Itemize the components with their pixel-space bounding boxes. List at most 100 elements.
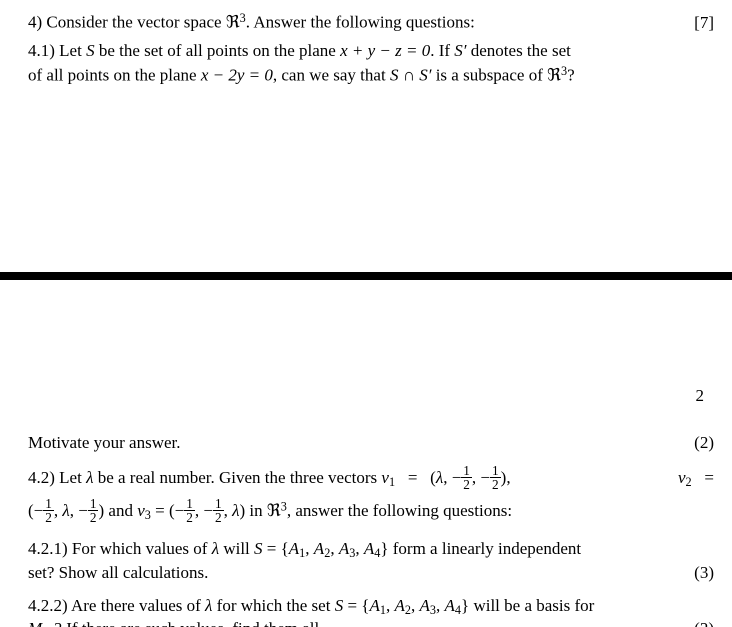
q422-A3: A <box>420 596 430 615</box>
q42-v1-n2: − <box>480 468 490 487</box>
q42-l1b: be a real number. Given the three vector… <box>93 468 381 487</box>
q421: 4.2.1) For which values of λ will S = {A… <box>28 538 714 585</box>
q42-eq1: = <box>404 468 422 487</box>
q41-l2d: ? <box>567 66 575 85</box>
q422-line2: M22? If there are such values, find them… <box>28 618 323 627</box>
q42-line1-right: v2 = <box>678 467 714 491</box>
q421-setl: { <box>281 539 289 558</box>
q41-l2c: is a subspace of <box>431 66 547 85</box>
q41: 4.1) Let S be the set of all points on t… <box>28 40 714 87</box>
q421-lambda: λ <box>212 539 219 558</box>
q422-A4: A <box>445 596 455 615</box>
q421-marks: (3) <box>694 562 714 585</box>
q422-A2: A <box>394 596 404 615</box>
q421-A1: A <box>289 539 299 558</box>
q421-eq: = <box>263 539 281 558</box>
q42-v1-comma: , <box>506 468 510 487</box>
q421-t2: will <box>219 539 254 558</box>
q422-t3: will be a basis for <box>469 596 594 615</box>
lower-block: Motivate your answer. (2) 4.2) Let λ be … <box>28 432 714 627</box>
motivate-marks: (2) <box>694 432 714 455</box>
q42-v1-c1: , <box>443 468 452 487</box>
q42-v2-n1: − <box>34 501 44 520</box>
q422-label: 4.2.2) <box>28 596 68 615</box>
separator-bar <box>0 272 732 280</box>
q421-t1: For which values of <box>68 539 212 558</box>
q4-number: 4) <box>28 13 42 32</box>
q4-marks: [7] <box>694 12 714 35</box>
q42-v3-c2: , <box>224 501 233 520</box>
q4-header: 4) Consider the vector space ℜ3. Answer … <box>28 10 714 34</box>
q422-t2: for which the set <box>212 596 334 615</box>
q42-v1-sub: 1 <box>389 475 395 489</box>
q42: 4.2) Let λ be a real number. Given the t… <box>28 465 714 526</box>
q422: 4.2.2) Are there values of λ for which t… <box>28 595 714 627</box>
q42-R3: ℜ <box>267 501 281 520</box>
page-number: 2 <box>696 386 705 406</box>
q42-eq2: = <box>700 468 714 487</box>
q422-A1: A <box>369 596 379 615</box>
q42-line2: (−12, λ, −12) and v3 = (−12, −12, λ) in … <box>28 498 714 526</box>
q41-Sprime: S′ <box>454 41 466 60</box>
q42-v2-a: λ <box>62 501 69 520</box>
q42-line1-left: 4.2) Let λ be a real number. Given the t… <box>28 465 511 493</box>
q422-marks: (2) <box>694 618 714 627</box>
q4-text-b: . Answer the following questions: <box>246 13 475 32</box>
q42-v3-f1: 12 <box>184 497 195 525</box>
q42-v3-n1: − <box>175 501 185 520</box>
q41-l1d: denotes the set <box>467 41 571 60</box>
q421-setr: } <box>380 539 388 558</box>
q42-l2a: and <box>104 501 137 520</box>
q421-A2: A <box>314 539 324 558</box>
q41-R3: ℜ <box>547 66 561 85</box>
q4-text-a: Consider the vector space <box>46 13 225 32</box>
q42-v3: v <box>137 501 145 520</box>
q41-label: 4.1) <box>28 41 55 60</box>
q4-left: 4) Consider the vector space ℜ3. Answer … <box>28 10 475 34</box>
q42-v1: v <box>381 468 389 487</box>
q41-eq1: x + y − z = 0 <box>340 41 430 60</box>
page: 4) Consider the vector space ℜ3. Answer … <box>0 0 732 627</box>
q42-v3-n2: − <box>203 501 213 520</box>
q422-M: M <box>28 619 42 627</box>
motivate-row: Motivate your answer. (2) <box>28 432 714 455</box>
q42-v3-f2: 12 <box>213 497 224 525</box>
q422-line2-row: M22? If there are such values, find them… <box>28 618 714 627</box>
q42-l2b: in <box>245 501 267 520</box>
q422-line1: 4.2.2) Are there values of λ for which t… <box>28 595 714 619</box>
q422-setr: } <box>461 596 469 615</box>
q422-eq: = <box>343 596 361 615</box>
q422-S: S <box>335 596 344 615</box>
q42-v2: v <box>678 468 686 487</box>
q4-space-sym: ℜ <box>226 13 240 32</box>
q421-label: 4.2.1) <box>28 539 68 558</box>
q42-l2c: , answer the following questions: <box>287 501 512 520</box>
q421-line2: set? Show all calculations. <box>28 562 208 585</box>
q42-v1-n1: − <box>452 468 462 487</box>
q42-v1-f2: 12 <box>490 464 501 492</box>
q421-S: S <box>254 539 263 558</box>
q422-t1: Are there values of <box>68 596 205 615</box>
q41-l2b: , can we say that <box>273 66 390 85</box>
q421-A3: A <box>339 539 349 558</box>
q42-v2-n2: − <box>78 501 88 520</box>
q41-l1a: Let <box>55 41 86 60</box>
motivate-text: Motivate your answer. <box>28 432 181 455</box>
q422-line2b: ? If there are such values, find them al… <box>54 619 323 627</box>
q42-v2-f2: 12 <box>88 497 99 525</box>
q42-v2-c2: , <box>70 501 79 520</box>
q421-line2-row: set? Show all calculations. (3) <box>28 562 714 585</box>
q41-S: S <box>86 41 95 60</box>
q41-l1c: . If <box>430 41 454 60</box>
q42-label: 4.2) <box>28 468 55 487</box>
q41-eq2: x − 2y = 0 <box>201 66 273 85</box>
q421-t3: form a linearly independent <box>389 539 582 558</box>
q421-A4: A <box>364 539 374 558</box>
q42-v1-f1: 12 <box>461 464 472 492</box>
q421-line1: 4.2.1) For which values of λ will S = {A… <box>28 538 714 562</box>
q41-l1b: be the set of all points on the plane <box>95 41 341 60</box>
q42-eq3: = <box>151 501 169 520</box>
q41-l2a: of all points on the plane <box>28 66 201 85</box>
q42-v2-sub: 2 <box>686 475 692 489</box>
q42-l1a: Let <box>55 468 86 487</box>
